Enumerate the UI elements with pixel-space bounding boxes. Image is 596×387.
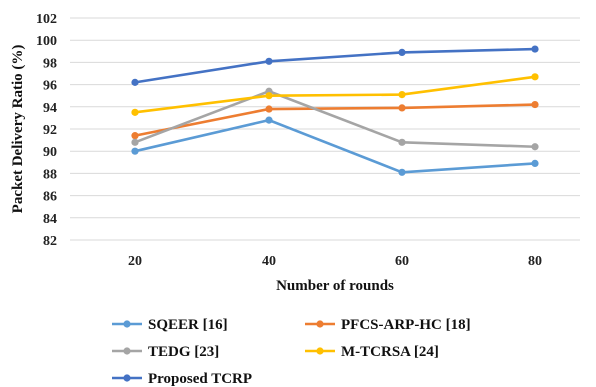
series-line-3 bbox=[134, 75, 536, 114]
y-tick-label: 102 bbox=[36, 12, 57, 27]
data-point bbox=[398, 48, 406, 57]
y-tick-label: 86 bbox=[43, 190, 57, 205]
series-line-1 bbox=[134, 103, 536, 137]
y-tick-label: 98 bbox=[43, 56, 57, 71]
y-tick-label: 88 bbox=[43, 167, 57, 182]
y-tick-label: 82 bbox=[43, 234, 57, 249]
series-line-4 bbox=[134, 47, 536, 84]
legend-label: SQEER [16] bbox=[148, 317, 228, 333]
gridlines bbox=[70, 17, 580, 241]
data-point bbox=[398, 104, 406, 112]
data-point bbox=[131, 147, 139, 155]
data-point bbox=[265, 105, 273, 113]
data-point bbox=[265, 57, 273, 65]
legend-label: Proposed TCRP bbox=[148, 371, 252, 387]
legend-swatch-marker bbox=[123, 374, 131, 382]
legend-label: M-TCRSA [24] bbox=[341, 344, 439, 360]
x-axis-ticks: 20 40 60 80 bbox=[128, 254, 542, 269]
series-lines bbox=[131, 45, 539, 176]
data-point bbox=[265, 92, 273, 100]
x-tick-label: 80 bbox=[528, 254, 542, 269]
data-point bbox=[531, 143, 539, 151]
y-tick-label: 94 bbox=[43, 101, 57, 116]
data-point bbox=[531, 45, 539, 53]
data-point bbox=[398, 90, 406, 99]
data-point bbox=[531, 100, 539, 109]
y-tick-label: 92 bbox=[43, 123, 57, 138]
x-tick-label: 40 bbox=[262, 254, 276, 269]
legend-swatch-marker bbox=[123, 347, 131, 355]
x-tick-label: 20 bbox=[128, 254, 142, 269]
data-point bbox=[398, 168, 406, 176]
y-tick-label: 100 bbox=[36, 34, 57, 49]
legend-swatch-marker bbox=[316, 347, 324, 355]
legend-label: TEDG [23] bbox=[148, 344, 219, 360]
data-point bbox=[531, 159, 539, 168]
data-point bbox=[398, 138, 406, 146]
y-tick-label: 90 bbox=[43, 145, 57, 160]
legend-label: PFCS-ARP-HC [18] bbox=[341, 317, 471, 333]
y-tick-label: 96 bbox=[43, 79, 57, 94]
y-axis-ticks: 82 84 86 88 90 92 94 96 98 100 102 bbox=[36, 12, 57, 249]
series-line-2 bbox=[134, 89, 536, 149]
x-tick-label: 60 bbox=[395, 254, 409, 269]
legend-swatch-marker bbox=[316, 320, 324, 328]
y-axis-title: Packet Delivery Ratio (%) bbox=[10, 45, 26, 214]
data-point bbox=[531, 73, 539, 81]
data-point bbox=[131, 78, 139, 86]
x-axis-title: Number of rounds bbox=[276, 278, 394, 294]
data-point bbox=[131, 132, 139, 140]
data-point bbox=[265, 116, 273, 124]
data-point bbox=[131, 138, 139, 146]
legend: SQEER [16] PFCS-ARP-HC [18] TEDG [23] M-TCR… bbox=[112, 317, 471, 387]
data-point bbox=[131, 108, 139, 116]
y-tick-label: 84 bbox=[43, 212, 57, 227]
legend-swatch-marker bbox=[123, 320, 131, 328]
series-line-0 bbox=[134, 118, 536, 174]
